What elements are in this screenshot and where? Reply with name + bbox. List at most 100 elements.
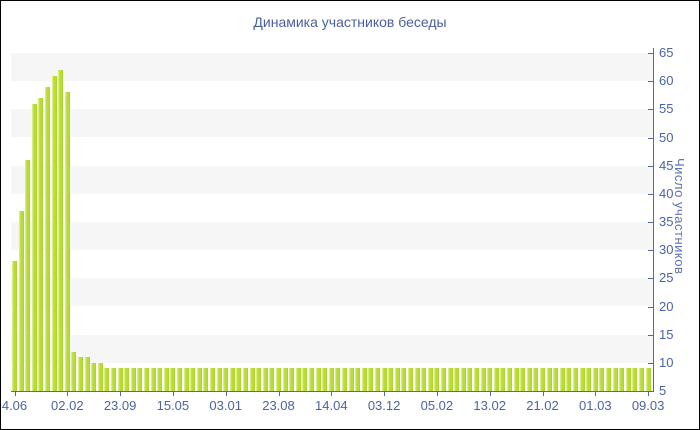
bar [25,160,31,391]
bar [467,368,473,391]
grid-band [11,53,653,82]
bar [414,368,420,391]
y-axis-title: Число участников [672,158,687,275]
bar [375,368,380,391]
x-axis-tick [384,392,386,396]
bar [309,368,314,391]
x-axis-tick [67,392,69,396]
bar [51,75,57,391]
grid-band [11,222,653,251]
bar [137,368,143,391]
x-tick-label: 03.01 [209,398,242,413]
bar [566,368,572,391]
bar [91,362,97,391]
bar [302,368,308,391]
bar [540,368,545,391]
bar [441,368,446,391]
x-axis-tick [14,392,16,396]
bar [335,368,341,391]
bar [269,368,275,391]
grid-band [11,109,653,138]
bar [361,368,367,391]
bar [368,368,374,391]
x-tick-label: 21.02 [526,398,559,413]
x-tick-label: 13.02 [473,398,506,413]
x-axis-tick [595,392,597,396]
x-tick-label: 05.02 [420,398,454,413]
x-tick-label: 23.08 [262,398,295,413]
y-tick-label: 65 [659,45,674,60]
bar [203,368,209,391]
x-axis-tick [648,392,650,396]
bar [104,368,110,391]
bar [31,103,37,391]
bar [625,368,631,391]
x-axis-tick [489,392,491,396]
y-axis-tick [648,53,653,54]
bar [64,92,70,391]
x-tick-label: 02.02 [51,398,84,413]
bar [124,368,130,391]
bar [434,368,440,391]
y-axis-line [653,48,654,391]
bar [632,368,638,391]
bar [282,368,288,391]
bar [216,368,222,391]
bar [579,368,585,391]
y-tick-label: 20 [659,298,674,314]
bar [177,368,182,391]
bar [71,351,77,391]
y-tick-label: 10 [659,354,674,370]
x-axis-tick [436,392,438,396]
x-axis-tick [120,392,122,396]
bar [474,368,479,391]
y-tick-label: 40 [659,185,674,201]
bar [229,368,235,391]
bar [559,368,565,391]
bar [295,368,301,391]
x-axis-tick [331,392,333,396]
y-axis-tick [648,109,653,111]
x-axis-tick [225,392,227,396]
x-tick-label: 01.03 [579,398,612,413]
y-tick-label: 55 [659,101,674,117]
bar [619,368,625,391]
bar [553,368,559,391]
x-tick-label: 03.12 [367,398,401,413]
bar [130,368,136,391]
bar [223,368,229,391]
bar [526,368,532,391]
x-axis-tick [278,392,280,396]
bar [546,368,552,391]
bar [97,362,103,391]
bar [348,368,354,391]
bar [78,357,83,391]
bar [606,368,611,391]
x-axis-tick [542,392,544,396]
bar [157,368,163,391]
grid-band [11,165,653,194]
bar [460,368,466,391]
y-axis-tick [648,222,653,223]
bar [249,368,255,391]
x-axis-tick [172,392,174,396]
bar [322,368,328,391]
bar [394,368,400,391]
bar [111,368,116,391]
bar [388,368,394,391]
bar [45,86,50,391]
bar [639,368,644,391]
y-axis-tick [648,391,653,392]
grid-band [11,278,653,307]
bar [243,368,248,391]
bar [315,368,321,391]
bar [342,368,347,391]
bar [18,210,24,391]
bar [500,368,506,391]
x-tick-label: 14.04 [315,398,348,413]
bar [210,368,215,391]
bar [328,368,334,391]
y-tick-label: 5 [659,383,667,398]
chart-title: Динамика участников беседы [253,14,447,30]
bar [427,368,433,391]
